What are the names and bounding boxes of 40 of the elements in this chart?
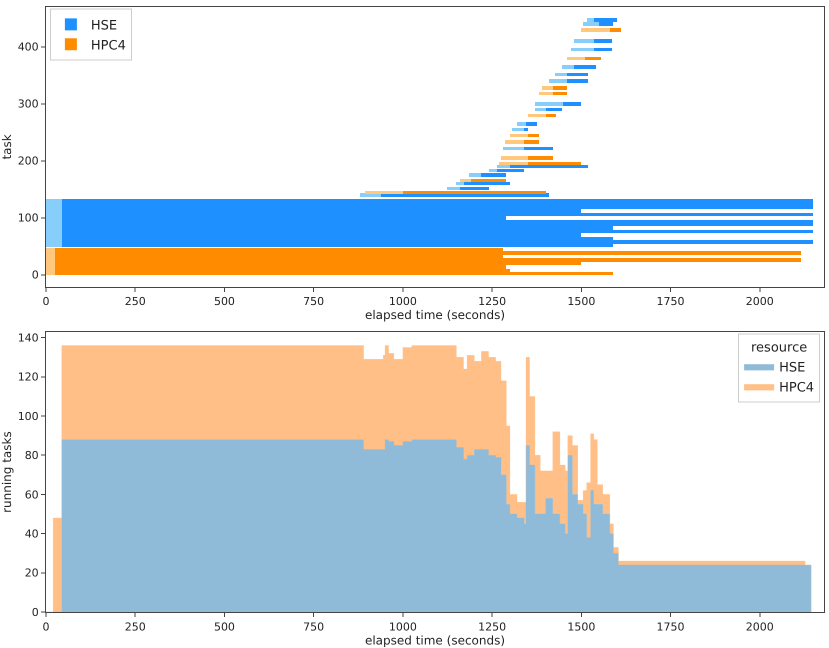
legend-label: HSE (779, 360, 806, 376)
x-tick-label: 1500 (567, 620, 596, 634)
x-tick-label: 750 (303, 620, 324, 634)
y-tick-label: 0 (32, 268, 39, 282)
y-tick-label: 140 (18, 332, 39, 345)
y-tick-label: 0 (32, 606, 39, 619)
x-tick-label: 2000 (746, 295, 774, 308)
y-tick-label: 400 (18, 40, 39, 54)
x-tick-label: 750 (303, 295, 324, 308)
y-tick-label: 120 (18, 370, 39, 384)
x-tick-label: 1750 (656, 295, 685, 308)
x-tick-label: 500 (214, 620, 235, 634)
y-tick-label: 60 (24, 488, 39, 502)
legend-title: resource (750, 340, 808, 356)
x-tick-label: 500 (214, 295, 235, 308)
x-tick-label: 1250 (478, 620, 506, 634)
legend-label: HSE (90, 18, 118, 34)
x-axis-title: elapsed time (seconds) (364, 308, 506, 322)
y-tick-label: 100 (18, 410, 39, 423)
y-tick-label: 20 (24, 566, 39, 580)
x-tick-label: 1250 (478, 295, 506, 308)
legend-label: HPC4 (779, 380, 814, 396)
x-tick-label: 250 (124, 620, 146, 634)
x-axis-title: elapsed time (seconds) (364, 633, 506, 648)
y-axis-title: running tasks (0, 431, 14, 513)
x-tick-label: 1500 (567, 295, 596, 308)
x-tick-label: 1000 (388, 295, 417, 308)
legend-label: HPC4 (90, 38, 126, 54)
x-tick-label: 0 (42, 620, 50, 634)
x-tick-label: 1000 (388, 620, 417, 634)
y-axis-title: task (0, 134, 14, 160)
y-tick-label: 80 (24, 449, 39, 462)
x-tick-label: 1750 (656, 620, 685, 634)
y-tick-label: 200 (18, 154, 39, 168)
x-tick-label: 0 (42, 295, 50, 308)
y-tick-label: 300 (18, 98, 39, 111)
y-tick-label: 100 (18, 212, 39, 225)
x-tick-label: 250 (124, 295, 146, 308)
y-tick-label: 40 (24, 527, 39, 540)
x-tick-label: 2000 (746, 620, 774, 634)
